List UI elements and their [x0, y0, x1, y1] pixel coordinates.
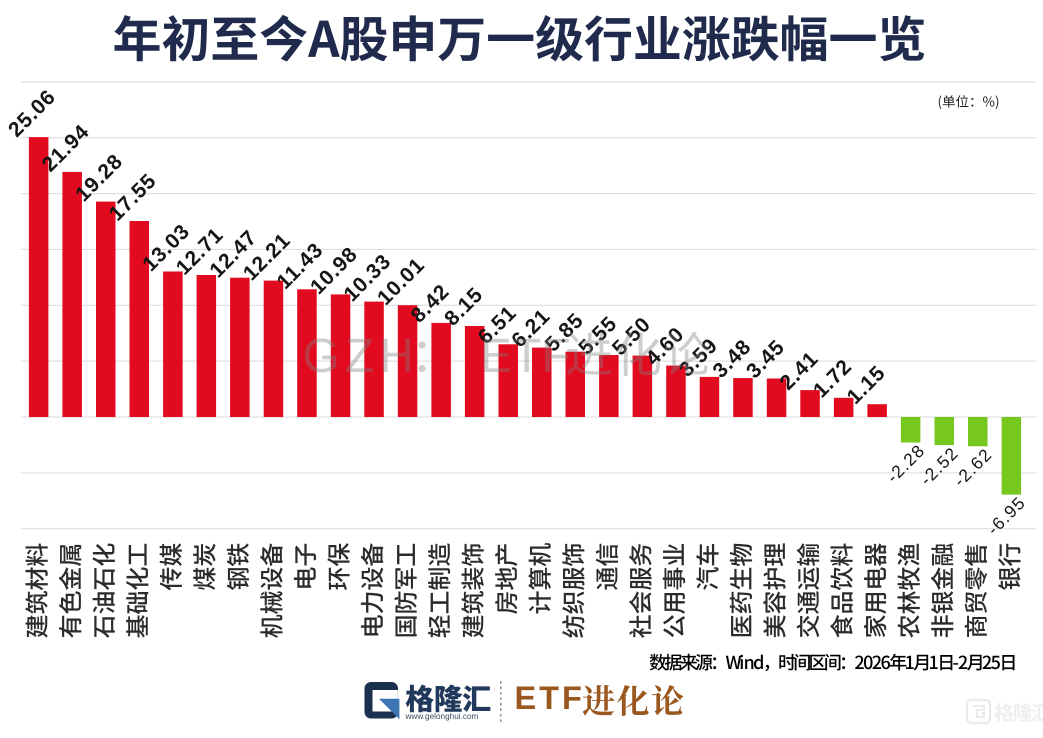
svg-text:ETF: ETF: [515, 680, 585, 716]
svg-text:www.gelonghui.com: www.gelonghui.com: [405, 712, 479, 721]
svg-text:ETF: ETF: [480, 330, 571, 383]
svg-text:GZH: GZH: [303, 330, 419, 383]
